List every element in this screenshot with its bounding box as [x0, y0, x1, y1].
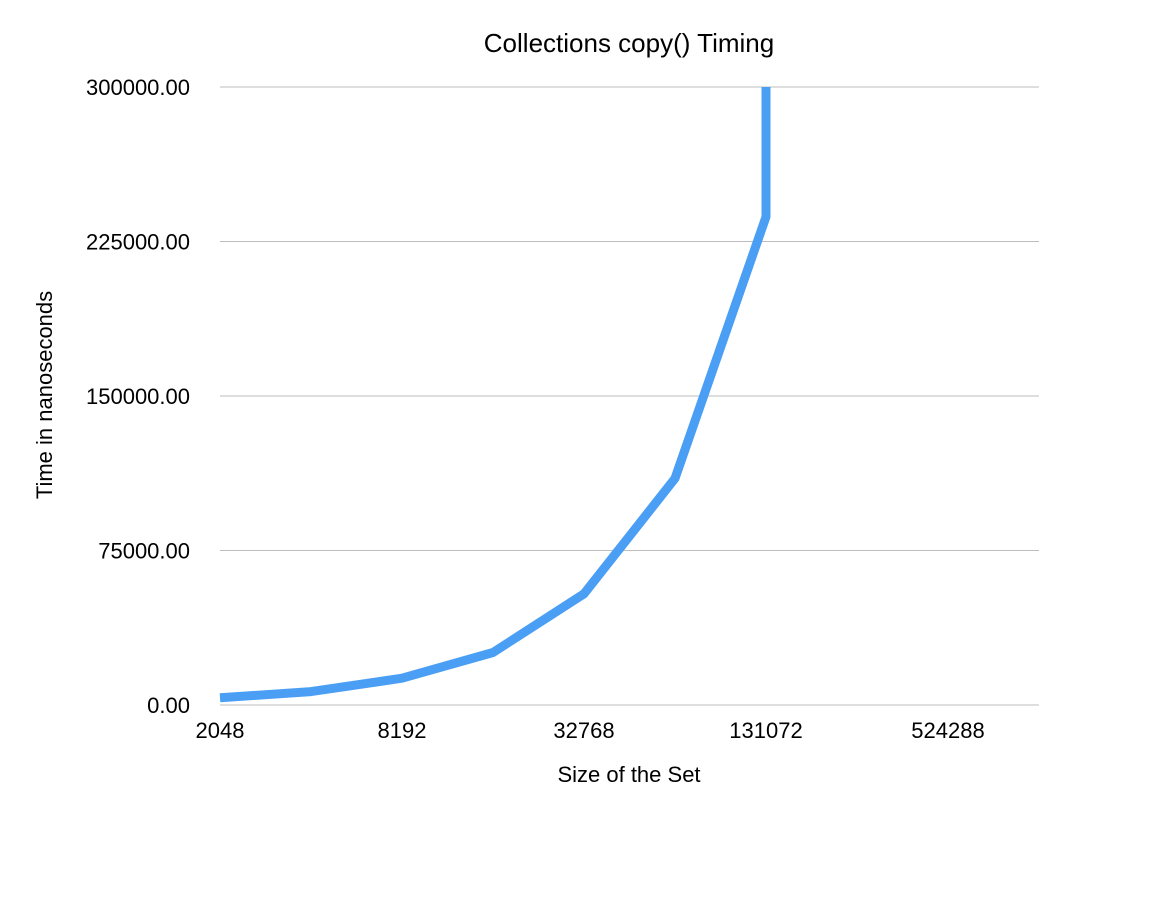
x-tick-label: 8192 [378, 718, 427, 743]
gridlines [220, 86, 1039, 706]
y-tick-label: 0.00 [147, 693, 190, 718]
y-axis-label: Time in nanoseconds [32, 291, 57, 499]
y-tick-label: 300000.00 [86, 75, 190, 100]
y-tick-label: 75000.00 [98, 539, 190, 564]
y-tick-label: 225000.00 [86, 230, 190, 255]
y-tick-label: 150000.00 [86, 384, 190, 409]
series-line [219, 87, 771, 703]
chart-title: Collections copy() Timing [484, 28, 774, 58]
x-axis-label: Size of the Set [557, 762, 700, 787]
x-tick-label: 524288 [911, 718, 984, 743]
series [219, 87, 771, 703]
x-tick-labels: 2048 8192 32768 131072 524288 [196, 718, 985, 743]
x-tick-label: 2048 [196, 718, 245, 743]
x-tick-label: 32768 [553, 718, 614, 743]
x-tick-label: 131072 [729, 718, 802, 743]
y-tick-labels: 0.00 75000.00 150000.00 225000.00 300000.00 [86, 75, 190, 718]
